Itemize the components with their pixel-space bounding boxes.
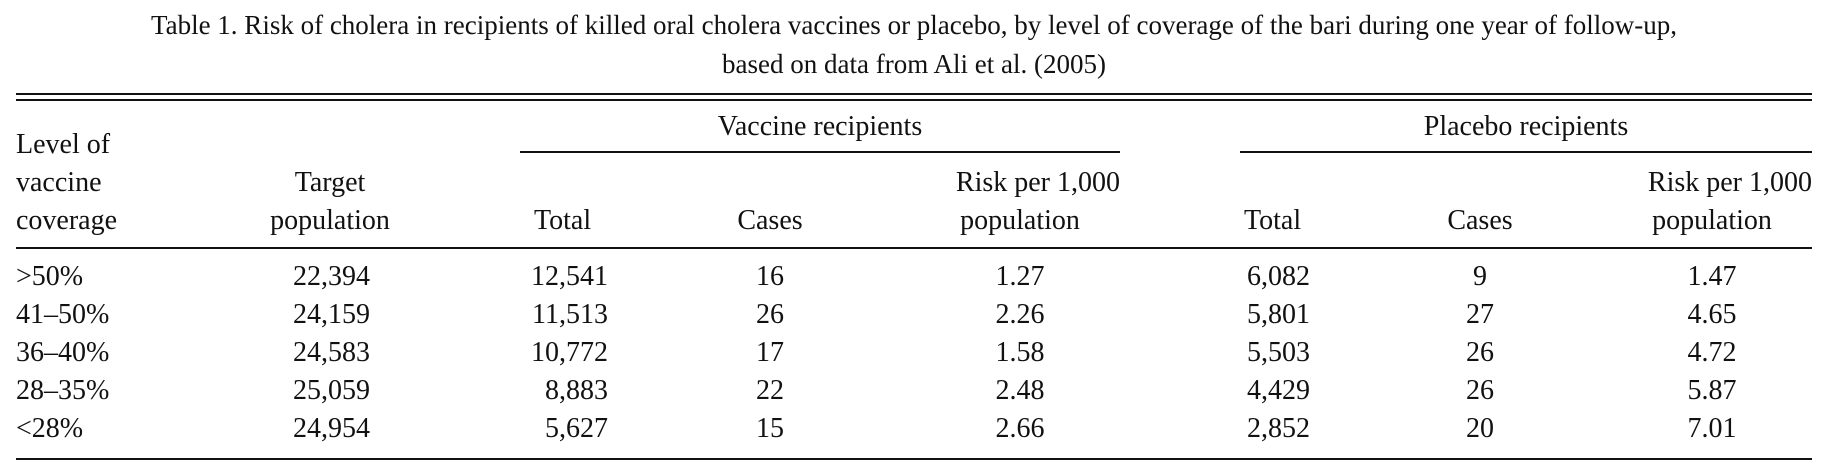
- vaccine-total-cell: 11,513: [532, 299, 608, 330]
- target-header-line-2: population: [270, 205, 390, 236]
- placebo-total-cell: 6,082: [1247, 261, 1310, 292]
- target-cell: 24,954: [293, 413, 370, 444]
- vaccine-total-cell: 8,883: [545, 375, 608, 406]
- table-caption: Table 1. Risk of cholera in recipients o…: [0, 6, 1828, 84]
- vaccine-risk-cell: 2.48: [995, 375, 1045, 406]
- level-cell: 41–50%: [16, 299, 110, 330]
- vaccine-cases-header: Cases: [737, 205, 803, 236]
- placebo-cases-cell: 27: [1466, 299, 1494, 330]
- placebo-risk-cell: 4.72: [1687, 337, 1737, 368]
- vaccine-total-cell: 12,541: [531, 261, 608, 292]
- placebo-cases-cell: 20: [1466, 413, 1494, 444]
- top-rule-2: [16, 99, 1812, 101]
- placebo-risk-cell: 7.01: [1687, 413, 1737, 444]
- vaccine-risk-cell: 2.26: [995, 299, 1045, 330]
- vaccine-total-cell: 10,772: [531, 337, 608, 368]
- placebo-group-underline: [1240, 151, 1812, 153]
- placebo-risk-cell: 1.47: [1687, 261, 1737, 292]
- bottom-rule: [16, 458, 1812, 460]
- level-cell: >50%: [16, 261, 84, 292]
- placebo-total-cell: 4,429: [1247, 375, 1310, 406]
- vaccine-cases-cell: 15: [756, 413, 784, 444]
- placebo-total-cell: 5,801: [1247, 299, 1310, 330]
- level-header-line-3: coverage: [16, 205, 118, 236]
- placebo-risk-header-line-2: population: [1652, 205, 1772, 236]
- vaccine-group-header: Vaccine recipients: [717, 111, 923, 142]
- vaccine-total-cell: 5,627: [545, 413, 608, 444]
- caption-line-2: based on data from Ali et al. (2005): [722, 49, 1106, 79]
- caption-line-1: Table 1. Risk of cholera in recipients o…: [150, 10, 1678, 40]
- level-cell: <28%: [16, 413, 84, 444]
- placebo-total-header: Total: [1244, 205, 1302, 236]
- placebo-risk-cell: 5.87: [1687, 375, 1737, 406]
- target-cell: 22,394: [293, 261, 370, 292]
- vaccine-risk-cell: 2.66: [995, 413, 1045, 444]
- vaccine-cases-cell: 16: [756, 261, 784, 292]
- vaccine-risk-cell: 1.27: [995, 261, 1045, 292]
- vaccine-cases-cell: 22: [756, 375, 784, 406]
- vaccine-group-underline: [520, 151, 1120, 153]
- vaccine-risk-header-line-2: population: [960, 205, 1080, 236]
- placebo-cases-cell: 26: [1466, 337, 1494, 368]
- vaccine-cases-cell: 17: [756, 337, 784, 368]
- placebo-total-cell: 2,852: [1247, 413, 1310, 444]
- level-cell: 36–40%: [16, 337, 110, 368]
- placebo-total-cell: 5,503: [1247, 337, 1310, 368]
- placebo-risk-header-line-1: Risk per 1,000: [1647, 167, 1812, 198]
- placebo-cases-cell: 26: [1466, 375, 1494, 406]
- level-cell: 28–35%: [16, 375, 110, 406]
- level-header-line-2: vaccine: [16, 167, 102, 198]
- level-header-line-1: Level of: [16, 129, 111, 160]
- target-cell: 24,583: [293, 337, 370, 368]
- vaccine-total-header: Total: [534, 205, 592, 236]
- placebo-group-header: Placebo recipients: [1423, 111, 1629, 142]
- top-rule-1: [16, 93, 1812, 95]
- target-cell: 25,059: [293, 375, 370, 406]
- header-rule: [16, 247, 1812, 249]
- vaccine-risk-header-line-1: Risk per 1,000: [955, 167, 1120, 198]
- vaccine-risk-cell: 1.58: [995, 337, 1045, 368]
- placebo-cases-cell: 9: [1473, 261, 1487, 292]
- target-header-line-1: Target: [294, 167, 366, 198]
- placebo-cases-header: Cases: [1447, 205, 1513, 236]
- vaccine-cases-cell: 26: [756, 299, 784, 330]
- placebo-risk-cell: 4.65: [1687, 299, 1737, 330]
- target-cell: 24,159: [293, 299, 370, 330]
